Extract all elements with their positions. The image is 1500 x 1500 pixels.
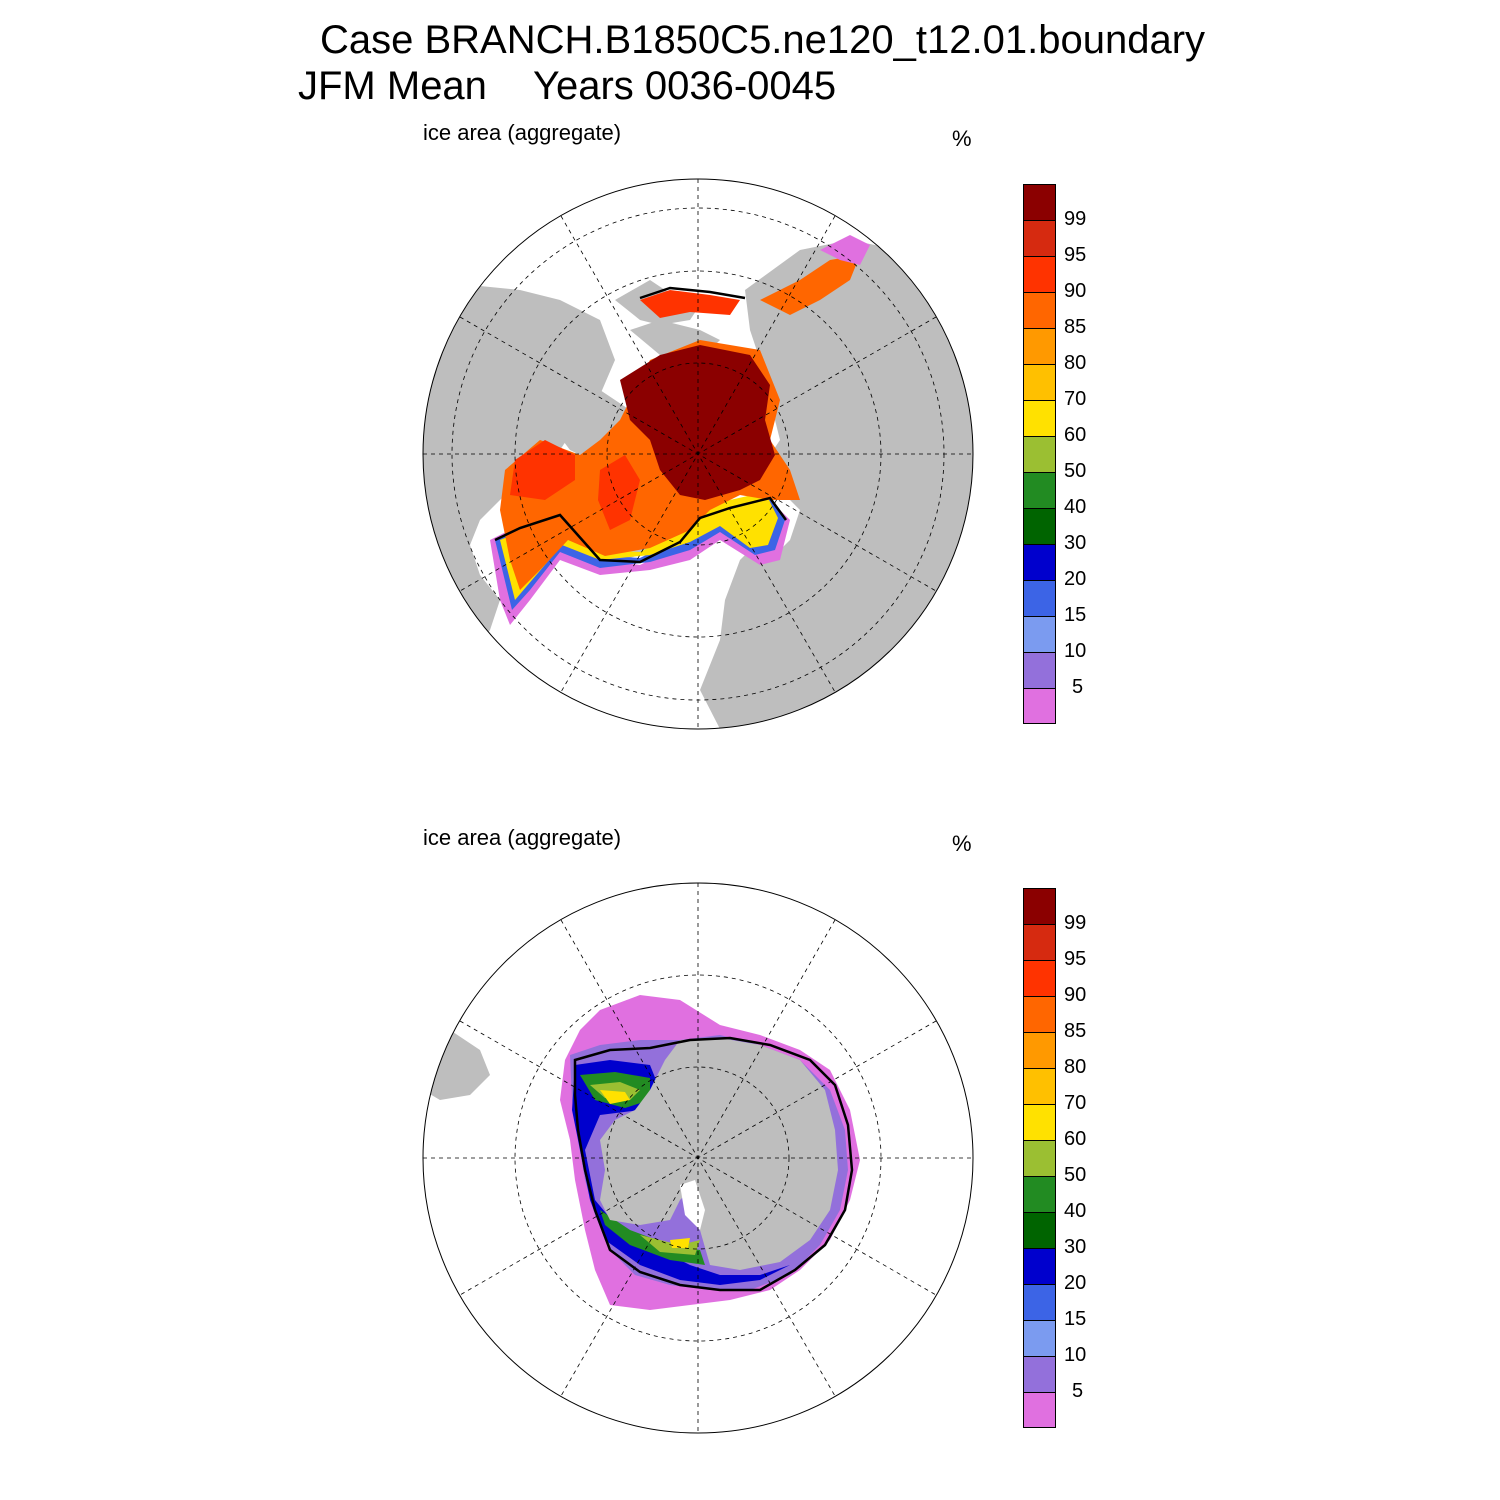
colorbar-tick-label: 30 [1064, 1236, 1087, 1258]
north-ice-edge-yellow [500, 492, 778, 600]
colorbar-swatch [1023, 328, 1056, 364]
colorbar-swatch [1023, 888, 1056, 924]
colorbar-tick-label: 85 [1064, 316, 1087, 338]
south-ice-40pct [580, 1072, 705, 1265]
south-unit-label: % [952, 831, 972, 856]
colorbar-tick-label: 95 [1064, 244, 1087, 266]
colorbar-tick-label: 90 [1064, 984, 1087, 1006]
north-ice-extent-contour [494, 496, 788, 564]
colorbar-tick-label: 70 [1064, 388, 1087, 410]
colorbar-tick-label: 10 [1064, 1344, 1087, 1366]
ross-ice-shelf [680, 1180, 705, 1230]
colorbar-tick-label: 40 [1064, 1200, 1087, 1222]
colorbar-tick-label: 90 [1064, 280, 1087, 302]
colorbar-tick-label: 95 [1064, 948, 1087, 970]
colorbar-swatch [1023, 184, 1056, 220]
south-graticule [423, 883, 973, 1433]
colorbar-tick-label: 60 [1064, 424, 1087, 446]
colorbar-swatch [1023, 292, 1056, 328]
colorbar-swatch [1023, 580, 1056, 616]
colorbar-tick-label: 85 [1064, 1020, 1087, 1042]
hudson-bay-ice [510, 440, 575, 500]
colorbar-tick-label: 30 [1064, 532, 1087, 554]
colorbar-tick-label: 15 [1064, 1308, 1087, 1330]
north-colorbar [1023, 184, 1056, 724]
colorbar-swatch [1023, 960, 1056, 996]
colorbar-tick-label: 80 [1064, 352, 1087, 374]
colorbar-swatch [1023, 616, 1056, 652]
colorbar-swatch [1023, 652, 1056, 688]
season-label: JFM Mean [298, 64, 487, 108]
colorbar-tick-label: 5 [1072, 1380, 1084, 1402]
north-graticule [423, 179, 973, 729]
colorbar-tick-label: 70 [1064, 1092, 1087, 1114]
colorbar-swatch [1023, 1140, 1056, 1176]
colorbar-swatch [1023, 1248, 1056, 1284]
colorbar-tick-label: 50 [1064, 1164, 1087, 1186]
colorbar-tick-label: 10 [1064, 640, 1087, 662]
colorbar-swatch [1023, 924, 1056, 960]
colorbar-swatch [1023, 1320, 1056, 1356]
colorbar-tick-label: 99 [1064, 208, 1087, 230]
colorbar-tick-label: 5 [1072, 676, 1084, 698]
bering-sea-ice [640, 290, 740, 318]
colorbar-tick-label: 99 [1064, 912, 1087, 934]
colorbar-swatch [1023, 436, 1056, 472]
colorbar-tick-label: 50 [1064, 460, 1087, 482]
figure-title: Case BRANCH.B1850C5.ne120_t12.01.boundar… [320, 18, 1206, 62]
okhotsk-sea-ice [760, 255, 860, 315]
colorbar-swatch [1023, 1284, 1056, 1320]
colorbar-swatch [1023, 1212, 1056, 1248]
baffin-bay-ice [598, 455, 640, 530]
colorbar-tick-label: 15 [1064, 604, 1087, 626]
colorbar-swatch [1023, 364, 1056, 400]
colorbar-swatch [1023, 1032, 1056, 1068]
south-colorbar [1023, 888, 1056, 1428]
colorbar-swatch [1023, 1356, 1056, 1392]
okhotsk-ice-edge [820, 235, 870, 265]
colorbar-tick-label: 60 [1064, 1128, 1087, 1150]
north-ice-core [620, 345, 775, 500]
north-panel-label: ice area (aggregate) [423, 120, 622, 145]
colorbar-swatch [1023, 1176, 1056, 1212]
years-label: Years 0036-0045 [532, 64, 837, 108]
colorbar-swatch [1023, 1068, 1056, 1104]
antarctica-land [600, 1038, 838, 1270]
figure-subtitle: JFM Mean Years 0036-0045 [298, 64, 836, 109]
colorbar-swatch [1023, 688, 1056, 724]
south-ice-extent-contour [573, 1036, 854, 1292]
colorbar-tick-label: 80 [1064, 1056, 1087, 1078]
colorbar-swatch [1023, 1104, 1056, 1140]
colorbar-swatch [1023, 1392, 1056, 1428]
south-panel-label: ice area (aggregate) [423, 825, 622, 850]
north-unit-label: % [952, 126, 972, 151]
colorbar-tick-label: 20 [1064, 568, 1087, 590]
colorbar-tick-label: 40 [1064, 496, 1087, 518]
colorbar-swatch [1023, 400, 1056, 436]
colorbar-swatch [1023, 256, 1056, 292]
colorbar-tick-label: 20 [1064, 1272, 1087, 1294]
colorbar-swatch [1023, 544, 1056, 580]
colorbar-swatch [1023, 220, 1056, 256]
south-map-border [422, 882, 974, 1434]
north-ice-extent-contour-2 [639, 286, 746, 300]
colorbar-swatch [1023, 996, 1056, 1032]
north-map-border [422, 178, 974, 730]
colorbar-swatch [1023, 472, 1056, 508]
colorbar-swatch [1023, 508, 1056, 544]
